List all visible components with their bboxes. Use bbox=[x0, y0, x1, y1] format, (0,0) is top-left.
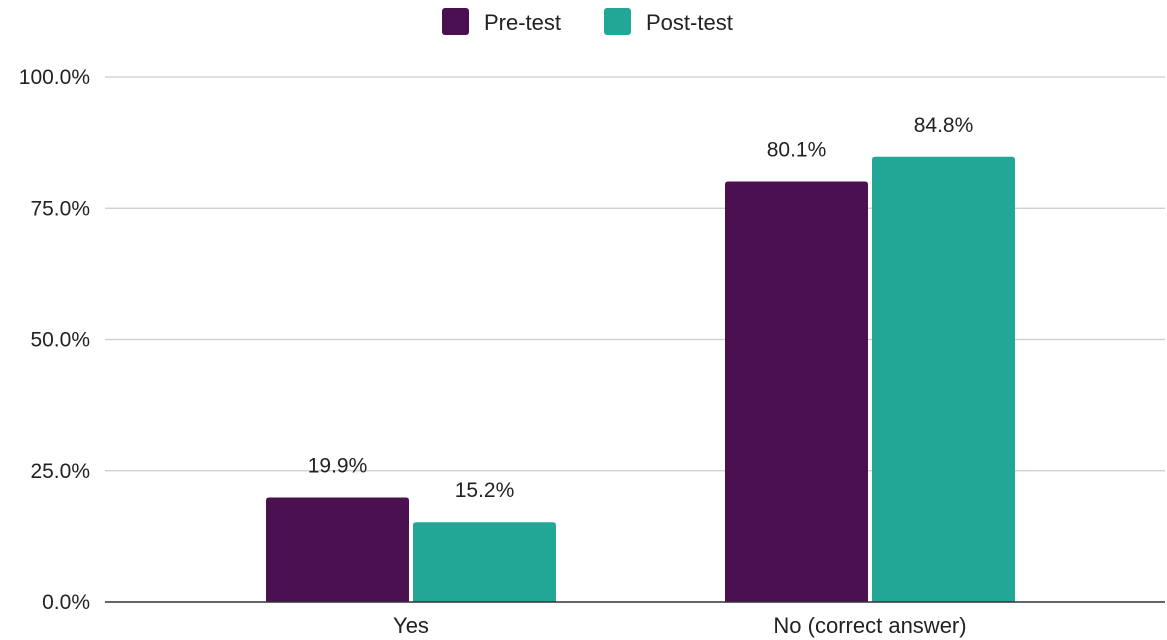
y-tick-label: 25.0% bbox=[30, 460, 90, 483]
x-category-label: No (correct answer) bbox=[773, 613, 966, 638]
y-axis-ticks: 0.0% 25.0% 50.0% 75.0% 100.0% bbox=[19, 66, 90, 614]
data-label: 15.2% bbox=[455, 479, 515, 502]
data-label: 84.8% bbox=[914, 114, 974, 137]
legend-swatch bbox=[442, 8, 469, 35]
chart-bars bbox=[266, 156, 1015, 603]
y-tick-label: 50.0% bbox=[30, 329, 90, 352]
data-labels: 19.9% 15.2% 80.1% 84.8% bbox=[308, 114, 974, 502]
chart-legend: Pre-test Post-test bbox=[442, 8, 733, 35]
data-label: 19.9% bbox=[308, 455, 368, 478]
y-tick-label: 100.0% bbox=[19, 66, 90, 89]
x-axis: Yes No (correct answer) bbox=[105, 601, 1165, 638]
bar-post-test-0 bbox=[413, 522, 556, 602]
legend-label: Pre-test bbox=[484, 10, 561, 35]
bar-pre-test-1 bbox=[725, 181, 868, 602]
bar-pre-test-0 bbox=[266, 497, 409, 602]
y-tick-label: 0.0% bbox=[42, 591, 90, 614]
legend-swatch bbox=[604, 8, 631, 35]
legend-label: Post-test bbox=[646, 10, 733, 35]
data-label: 80.1% bbox=[767, 138, 827, 161]
bar-post-test-1 bbox=[872, 156, 1015, 603]
y-tick-label: 75.0% bbox=[30, 197, 90, 220]
x-category-label: Yes bbox=[393, 613, 429, 638]
